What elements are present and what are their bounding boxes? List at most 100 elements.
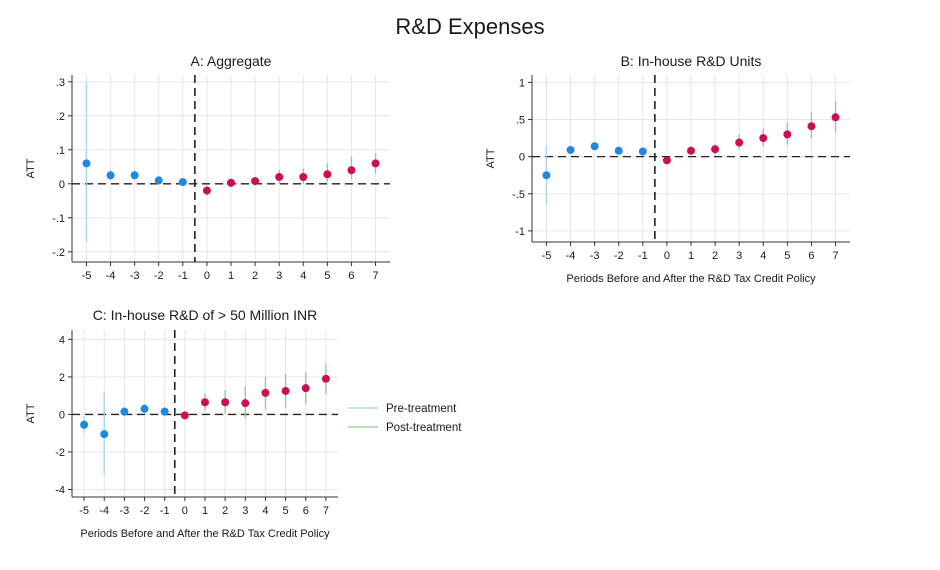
point-pre-treatment <box>178 178 187 187</box>
x-tick-label: 4 <box>300 270 306 282</box>
y-tick-label: .2 <box>56 111 65 123</box>
x-axis-label: Periods Before and After the R&D Tax Cre… <box>566 273 816 285</box>
x-tick-label: 6 <box>348 270 354 282</box>
panel-c-in-house-rd-50m: C: In-house R&D of > 50 Million INR -4 -2 0… <box>25 307 338 540</box>
x-tick-label: -1 <box>638 250 648 262</box>
x-tick-label: -3 <box>590 250 600 262</box>
point-post-treatment <box>662 156 671 165</box>
point-pre-treatment <box>140 404 149 413</box>
x-tick-label: 0 <box>204 270 210 282</box>
point-pre-treatment <box>82 159 91 168</box>
point-pre-treatment <box>154 176 163 185</box>
y-tick-label: 0 <box>519 152 525 164</box>
x-tick-label: -2 <box>154 270 164 282</box>
x-tick-label: 1 <box>202 505 208 517</box>
x-tick-label: -5 <box>79 505 89 517</box>
y-tick-label: -4 <box>55 484 65 496</box>
legend: Pre-treatment Post-treatment <box>348 403 462 434</box>
y-tick-label: -1 <box>515 226 525 238</box>
x-tick-label: 5 <box>324 270 330 282</box>
x-tick-label: 4 <box>760 250 766 262</box>
x-tick-label: 6 <box>303 505 309 517</box>
figure-title: R&D Expenses <box>395 14 544 39</box>
x-tick-label: -3 <box>130 270 140 282</box>
point-post-treatment <box>301 384 310 393</box>
y-axis-label: ATT <box>485 148 497 168</box>
y-tick-label: 0 <box>59 409 65 421</box>
x-tick-label: 3 <box>736 250 742 262</box>
panel-title: C: In-house R&D of > 50 Million INR <box>93 307 317 323</box>
y-tick-label: -.5 <box>512 189 525 201</box>
point-pre-treatment <box>638 147 647 156</box>
legend-label-pre: Pre-treatment <box>386 403 457 415</box>
x-tick-label: -4 <box>566 250 576 262</box>
point-post-treatment <box>735 138 744 147</box>
x-tick-label: 1 <box>228 270 234 282</box>
y-tick-label: .1 <box>56 145 65 157</box>
x-tick-label: 5 <box>784 250 790 262</box>
point-post-treatment <box>783 130 792 139</box>
x-tick-label: -1 <box>178 270 188 282</box>
point-post-treatment <box>831 113 840 122</box>
point-pre-treatment <box>100 430 109 439</box>
point-post-treatment <box>180 411 189 420</box>
y-axis-label: ATT <box>25 403 37 423</box>
y-tick-label: 2 <box>59 372 65 384</box>
point-post-treatment <box>759 134 768 143</box>
x-axis-label: Periods Before and After the R&D Tax Cre… <box>80 528 330 540</box>
point-post-treatment <box>711 145 720 154</box>
point-post-treatment <box>323 170 332 179</box>
point-pre-treatment <box>160 407 169 416</box>
y-tick-label: .3 <box>56 77 65 89</box>
point-post-treatment <box>202 186 211 195</box>
point-post-treatment <box>275 173 284 181</box>
point-post-treatment <box>347 166 356 175</box>
x-tick-label: 7 <box>372 270 378 282</box>
x-tick-label: -1 <box>160 505 170 517</box>
point-post-treatment <box>299 173 308 181</box>
y-axis-label: ATT <box>25 158 37 178</box>
x-tick-label: 1 <box>688 250 694 262</box>
point-post-treatment <box>227 178 235 187</box>
point-pre-treatment <box>566 145 575 154</box>
point-pre-treatment <box>542 171 551 180</box>
y-tick-label: 1 <box>519 77 525 89</box>
y-tick-label: .5 <box>516 115 525 127</box>
point-post-treatment <box>251 177 260 186</box>
point-pre-treatment <box>130 171 139 180</box>
x-tick-label: -2 <box>614 250 624 262</box>
x-tick-label: -4 <box>106 270 116 282</box>
x-tick-label: 5 <box>283 505 289 517</box>
panel-title: B: In-house R&D Units <box>621 53 762 69</box>
x-tick-label: 3 <box>276 270 282 282</box>
point-post-treatment <box>281 386 290 395</box>
point-pre-treatment <box>590 142 599 151</box>
legend-label-post: Post-treatment <box>386 422 462 434</box>
point-pre-treatment <box>614 146 623 155</box>
x-tick-label: 2 <box>252 270 258 282</box>
x-tick-label: -5 <box>82 270 92 282</box>
point-post-treatment <box>371 159 380 168</box>
x-tick-label: -3 <box>120 505 130 517</box>
x-tick-label: 4 <box>262 505 268 517</box>
x-tick-label: 7 <box>323 505 329 517</box>
y-tick-label: -.1 <box>52 213 65 225</box>
x-tick-label: -2 <box>140 505 150 517</box>
x-tick-label: -4 <box>99 505 109 517</box>
panel-b-in-house-rd-units: B: In-house R&D Units -1 -.5 0 .5 1 -5 -4 -3 -2 -1… <box>485 53 850 285</box>
point-post-treatment <box>221 398 230 407</box>
point-post-treatment <box>261 388 270 397</box>
x-tick-label: 7 <box>832 250 838 262</box>
point-post-treatment <box>807 122 816 131</box>
point-post-treatment <box>321 374 330 383</box>
y-tick-label: -2 <box>55 447 65 459</box>
x-tick-label: -5 <box>542 250 552 262</box>
x-tick-label: 2 <box>222 505 228 517</box>
x-tick-label: 0 <box>664 250 670 262</box>
x-tick-label: 0 <box>182 505 188 517</box>
point-pre-treatment <box>80 420 89 429</box>
point-post-treatment <box>241 399 250 408</box>
y-tick-label: -.2 <box>52 247 65 259</box>
